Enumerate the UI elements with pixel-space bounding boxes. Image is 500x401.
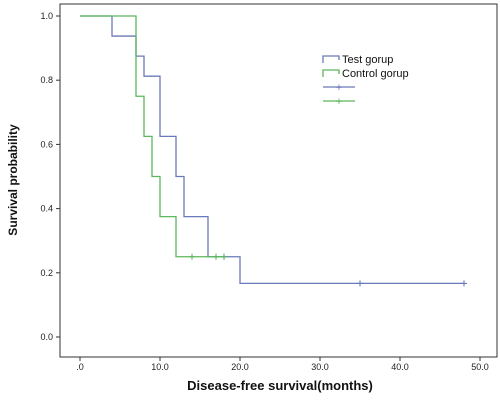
- censor-mark: [189, 253, 195, 260]
- x-tick-label: 20.0: [231, 362, 249, 372]
- y-tick-label: 0.4: [40, 204, 53, 214]
- x-tick-label: .0: [76, 362, 84, 372]
- series-layer: [80, 15, 467, 287]
- y-tick-label: 1.0: [40, 11, 53, 21]
- y-axis-title: Survival probability: [6, 124, 20, 236]
- y-tick-label: 0.0: [40, 332, 53, 342]
- censor-mark: [357, 280, 363, 287]
- survival-curve-series-2: [80, 15, 224, 258]
- legend-swatch-2: [322, 69, 340, 77]
- plot-frame: [59, 3, 498, 358]
- x-tick-label: 30.0: [311, 362, 329, 372]
- y-tick-label: 0.8: [40, 75, 53, 85]
- legend-label-1: Test gorup: [342, 54, 393, 66]
- legend-label-2: Control gorup: [342, 68, 409, 80]
- x-tick-label: 50.0: [471, 362, 489, 372]
- x-tick-label: 40.0: [391, 362, 409, 372]
- y-tick-label: 0.2: [40, 268, 53, 278]
- y-tick-label: 0.6: [40, 139, 53, 149]
- legend-censor-mark-1: +: [336, 82, 342, 94]
- x-axis-title: Disease-free survival(months): [187, 378, 373, 393]
- censor-mark: [221, 253, 227, 260]
- x-tick-label: 10.0: [151, 362, 169, 372]
- legend-censor-mark-2: +: [336, 96, 342, 108]
- censor-mark: [213, 253, 219, 260]
- axes: .0 10.0 20.0 30.0 40.0 50.0 0.0 0.2 0.4 0.6 0.8 1.0: [40, 11, 488, 372]
- censor-mark: [461, 280, 467, 287]
- legend-swatch-1: [322, 55, 340, 63]
